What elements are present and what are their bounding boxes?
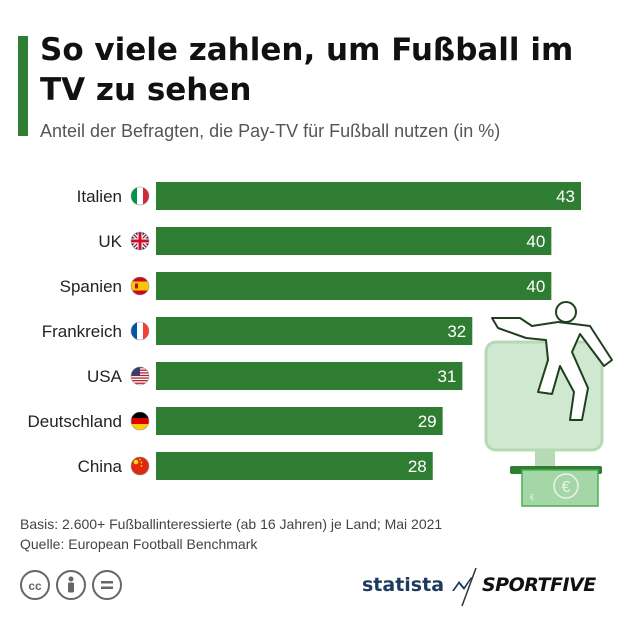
value-label: 28 <box>408 457 427 476</box>
statista-logo-icon <box>451 577 472 591</box>
bar-deutschland <box>156 407 443 435</box>
germany-flag-icon <box>130 411 150 431</box>
statista-logo[interactable]: statista <box>362 574 473 596</box>
france-flag-icon <box>130 321 150 341</box>
italy-flag-icon <box>130 186 150 206</box>
football-player-icon <box>491 301 613 421</box>
category-label: Deutschland <box>27 412 122 431</box>
bar-chart: € € 43 Italien 40 UK 40 Spanien 32 Frankreich 31… <box>27 182 613 507</box>
euro-symbol-small: € <box>530 493 535 502</box>
sportfive-logo[interactable]: SPORTFIVE <box>482 574 596 596</box>
no-derivatives-icon[interactable] <box>92 570 122 600</box>
category-label: Spanien <box>60 277 122 296</box>
value-label: 32 <box>447 322 466 341</box>
value-label: 29 <box>418 412 437 431</box>
usa-flag-icon <box>130 366 150 386</box>
category-label: China <box>78 457 123 476</box>
title-accent-bar <box>18 36 28 136</box>
bar-uk <box>156 227 552 255</box>
attribution-icon[interactable] <box>56 570 86 600</box>
value-label: 40 <box>526 277 545 296</box>
chart-subtitle: Anteil der Befragten, die Pay-TV für Fuß… <box>40 121 501 141</box>
illustration: € € <box>484 301 613 507</box>
bar-usa <box>156 362 463 390</box>
cc-license-icon[interactable]: cc <box>20 570 50 600</box>
value-label: 40 <box>526 232 545 251</box>
bar-italien <box>156 182 581 210</box>
bar-china <box>156 452 433 480</box>
china-flag-icon <box>130 456 150 476</box>
category-label: USA <box>87 367 123 386</box>
tv-stand <box>535 450 555 466</box>
value-label: 43 <box>556 187 575 206</box>
category-label: UK <box>98 232 122 251</box>
logo-divider <box>461 567 477 607</box>
bar-spanien <box>156 272 552 300</box>
footer-basis: Basis: 2.600+ Fußballinteressierte (ab 1… <box>20 516 443 532</box>
chart-title: So viele zahlen, um Fußball im TV zu seh… <box>40 32 574 108</box>
uk-flag-icon <box>130 231 150 251</box>
bar-frankreich <box>156 317 473 345</box>
euro-symbol: € <box>562 479 571 496</box>
svg-text:cc: cc <box>28 579 42 593</box>
statista-wordmark: statista <box>362 574 445 596</box>
banknote-icon: € € <box>521 469 599 507</box>
spain-flag-icon <box>130 276 150 296</box>
value-label: 31 <box>437 367 456 386</box>
footer-source: Quelle: European Football Benchmark <box>20 536 258 552</box>
category-label: Frankreich <box>42 322 122 341</box>
category-label: Italien <box>77 187 122 206</box>
bars: 43 Italien 40 UK 40 Spanien 32 Frankreich 31 USA 2… <box>27 182 581 480</box>
